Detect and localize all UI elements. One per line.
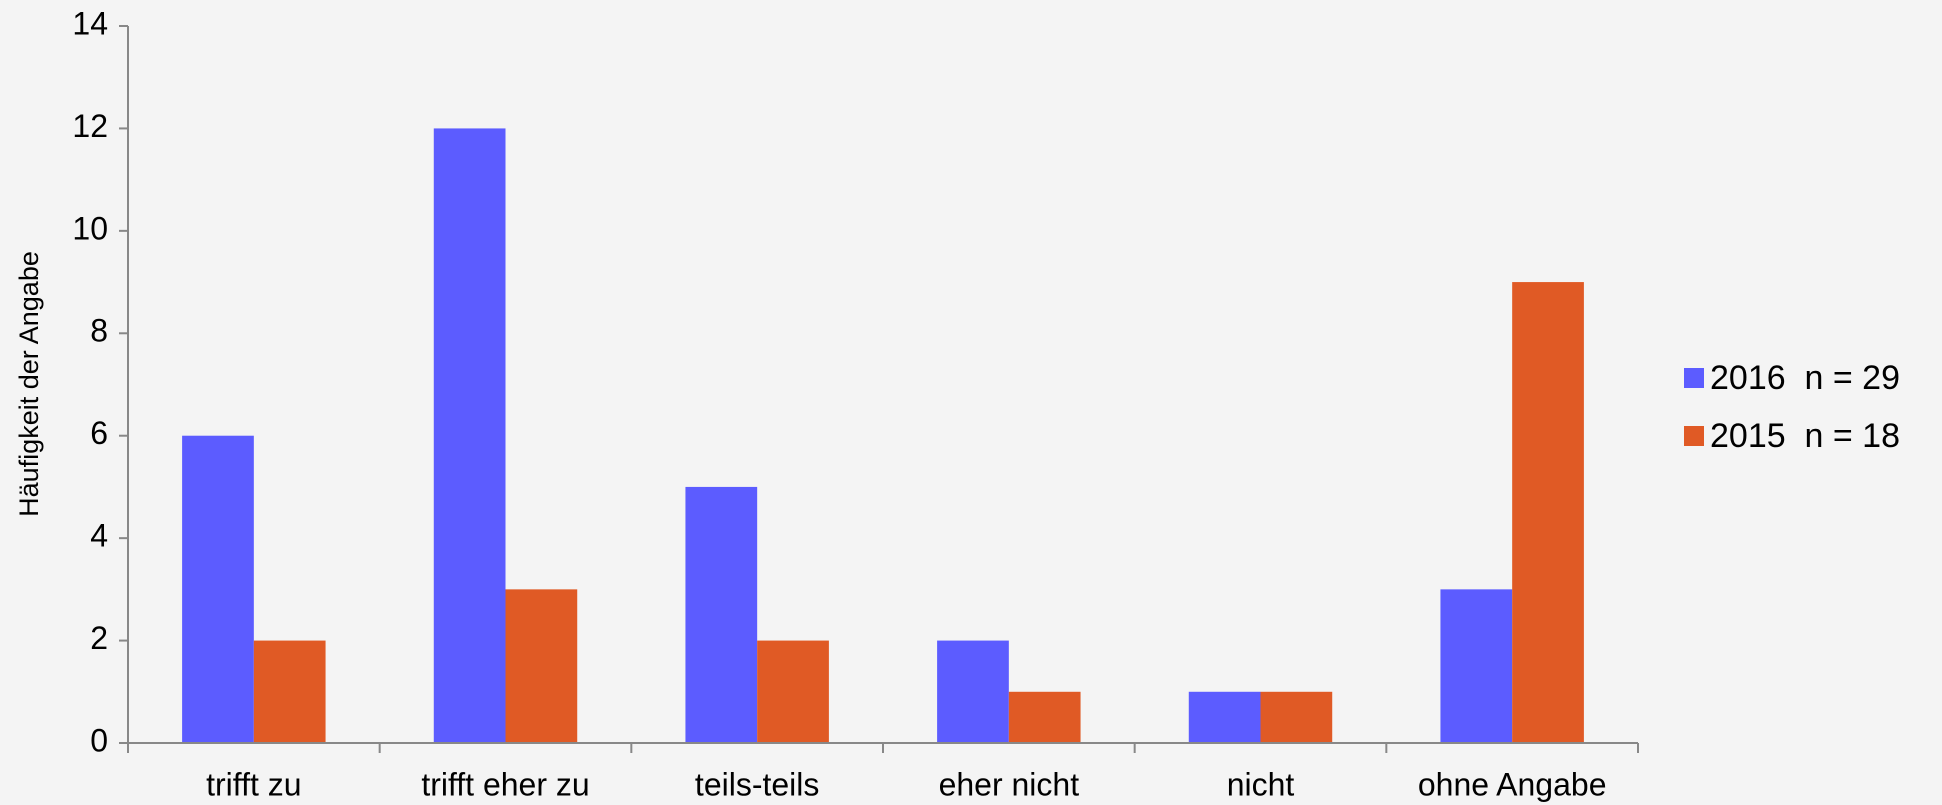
bar [1008,691,1081,743]
y-tick-label: 8 [90,313,108,349]
y-tick-label: 6 [90,415,108,451]
legend-swatch [1684,368,1704,388]
x-tick-label: teils-teils [695,766,819,802]
legend-label: 2016 n = 29 [1710,359,1900,397]
y-tick-label: 0 [90,722,108,758]
bar [757,640,829,743]
x-tick-label: eher nicht [939,766,1080,802]
bar [433,128,506,743]
bar [685,486,758,743]
y-tick-label: 10 [72,210,108,246]
y-tick-label: 2 [90,620,108,656]
legend-swatch [1684,426,1704,446]
y-tick-label: 12 [72,108,108,144]
y-axis-title: Häufigkeit der Angabe [14,251,44,517]
legend-label: 2015 n = 18 [1710,417,1900,455]
bar [505,589,578,743]
x-tick-label: ohne Angabe [1418,766,1607,802]
x-tick-label: nicht [1227,766,1295,802]
bar [937,640,1009,743]
x-tick-label: trifft zu [206,766,301,802]
x-tick-label: trifft eher zu [421,766,589,802]
bar [253,640,326,743]
bar [1512,282,1584,743]
y-tick-label: 14 [72,5,108,41]
bar [1440,589,1513,743]
bar [1260,691,1333,743]
y-tick-label: 4 [90,518,108,554]
bar [1188,691,1261,743]
bar [182,435,254,743]
